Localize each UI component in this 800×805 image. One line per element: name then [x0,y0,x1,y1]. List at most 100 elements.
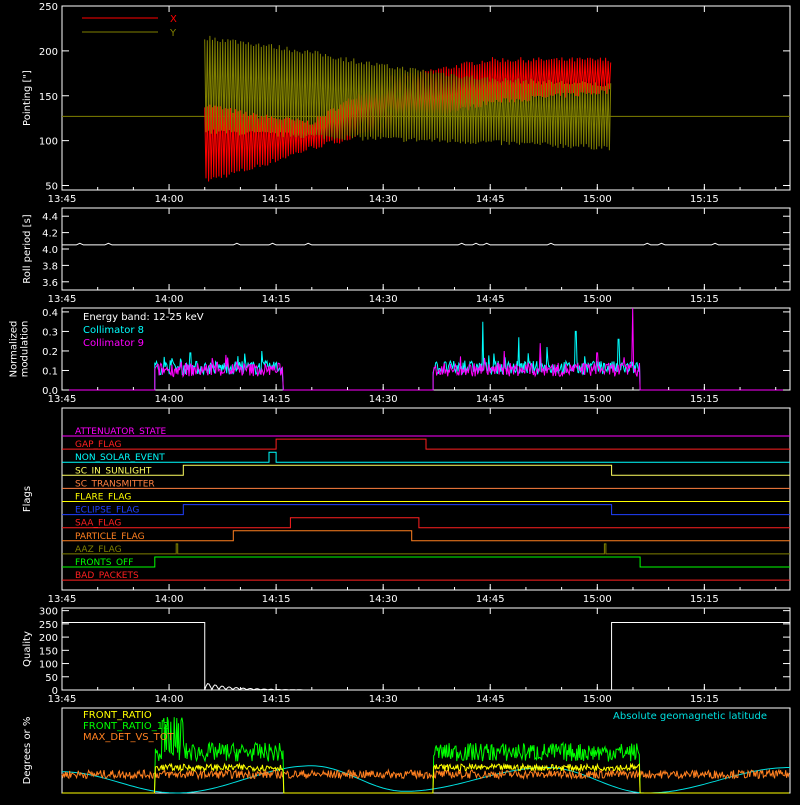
legend-label-front-ratio-12: FRONT_RATIO_12 [83,721,169,732]
x-tick-label: 14:30 [369,194,398,205]
modulation-series-Collimator-8 [62,321,790,391]
x-tick-label: 13:45 [48,294,77,305]
y-tick-label: 0.4 [42,308,58,319]
y-axis-label: Degrees or % [22,717,33,785]
legend-label-Collimator-9: Collimator 9 [83,338,144,349]
roll-frame [61,207,791,291]
x-tick-label: 14:00 [155,194,184,205]
legend-label-max-det-vs-tot: MAX_DET_VS_TOT [83,732,175,743]
x-tick-label: 14:00 [155,294,184,305]
y-axis-label-text: Degrees or % [22,717,33,785]
y-tick-label: 100 [39,137,58,148]
roll-series [62,242,790,246]
x-tick-label: 14:45 [476,194,505,205]
x-tick-label: 15:00 [583,294,612,305]
y-tick-label: 0.0 [42,386,58,397]
y-tick-label: 4.0 [42,245,58,256]
pointing-series-Y [204,35,612,151]
flag-line-eclipse-flag [62,504,790,516]
x-tick-label: 15:15 [690,394,719,405]
flag-line-saa-flag [62,517,790,529]
y-tick-label: 3.6 [42,278,58,289]
ratio-series-geomagnetic-latitude [62,765,790,794]
y-tick-label: 4.2 [42,229,58,240]
x-tick-label: 15:15 [690,694,719,705]
y-tick-label: 0 [52,686,58,697]
ratio-series-max-det-vs-tot [61,768,790,781]
y-axis-label-text: modulation [20,321,31,378]
y-axis-label-text: Quality [22,631,33,667]
y-axis-label-text: Normalized [9,321,20,378]
x-tick-label: 14:15 [262,194,291,205]
y-tick-label: 50 [45,673,58,684]
x-tick-label: 14:00 [155,394,184,405]
flag-label-attenuator-state: ATTENUATOR_STATE [75,427,167,437]
y-tick-label: 0.2 [42,347,58,358]
y-axis-label: Normalized modulation [9,321,31,378]
x-tick-label: 14:30 [369,394,398,405]
flag-label-particle-flag: PARTICLE_FLAG [75,532,145,542]
x-tick-label: 15:00 [583,594,612,605]
y-tick-label: 250 [39,2,58,13]
flag-label-sc-in-sunlight: SC_IN_SUNLIGHT [75,466,152,476]
flag-line-aaz-flag [62,543,790,555]
y-axis-label: Flags [22,486,33,512]
x-tick-label: 14:00 [155,694,184,705]
x-tick-label: 13:45 [48,594,77,605]
y-tick-label: 4.4 [42,212,58,223]
x-tick-label: 14:15 [262,394,291,405]
y-tick-label: 50 [45,182,58,193]
quality-frame [61,607,791,691]
y-axis-label: Pointing ["] [22,70,33,126]
x-tick-label: 14:15 [262,694,291,705]
flag-line-sc-in-sunlight [62,464,790,476]
flag-line-non-solar-event [62,451,790,463]
modulation-annotation: Energy band: 12-25 keV [83,312,204,323]
y-tick-label: 150 [39,646,58,657]
flag-line-fronts-off [62,556,790,568]
flag-line-gap-flag [62,438,790,450]
y-axis-label: Roll period [s] [22,214,33,283]
flag-line-particle-flag [62,530,790,542]
quality-series [62,622,790,691]
y-tick-label: 3.8 [42,261,58,272]
y-axis-label-text: Roll period [s] [22,214,33,283]
x-tick-label: 14:30 [369,594,398,605]
x-tick-label: 13:45 [48,694,77,705]
x-tick-label: 14:45 [476,294,505,305]
flag-label-sc-transmitter: SC_TRANSMITTER [75,479,155,489]
legend-label-Y: Y [169,28,177,39]
flag-label-non-solar-event: NON_SOLAR_EVENT [75,453,165,463]
x-tick-label: 14:00 [155,594,184,605]
ratio-series-front-ratio-12 [62,716,790,794]
x-tick-label: 14:45 [476,694,505,705]
flag-label-flare-flag: FLARE_FLAG [75,493,131,503]
ratio-series-front-ratio [62,762,790,794]
y-tick-label: 200 [39,633,58,644]
y-tick-label: 100 [39,660,58,671]
x-tick-label: 14:15 [262,594,291,605]
y-tick-label: 300 [39,607,58,618]
flags-frame [61,407,791,591]
x-tick-label: 14:15 [262,294,291,305]
ratios-annotation: Absolute geomagnetic latitude [613,711,767,722]
legend-label-X: X [170,14,177,25]
x-tick-label: 14:30 [369,294,398,305]
y-tick-label: 200 [39,47,58,58]
y-tick-label: 0.3 [42,327,58,338]
flag-label-eclipse-flag: ECLIPSE_FLAG [75,506,139,516]
legend-label-front-ratio: FRONT_RATIO [83,710,152,721]
x-tick-label: 13:45 [48,194,77,205]
y-axis-label-text: Pointing ["] [22,70,33,126]
pointing-frame [61,5,791,191]
x-tick-label: 15:00 [583,394,612,405]
modulation-series-Collimator-9 [62,307,790,391]
x-tick-label: 13:45 [48,394,77,405]
x-tick-label: 15:00 [583,194,612,205]
y-tick-label: 0.1 [42,366,58,377]
y-tick-label: 150 [39,92,58,103]
y-axis-label: Quality [22,631,33,667]
legend-label-Collimator-8: Collimator 8 [83,325,144,336]
